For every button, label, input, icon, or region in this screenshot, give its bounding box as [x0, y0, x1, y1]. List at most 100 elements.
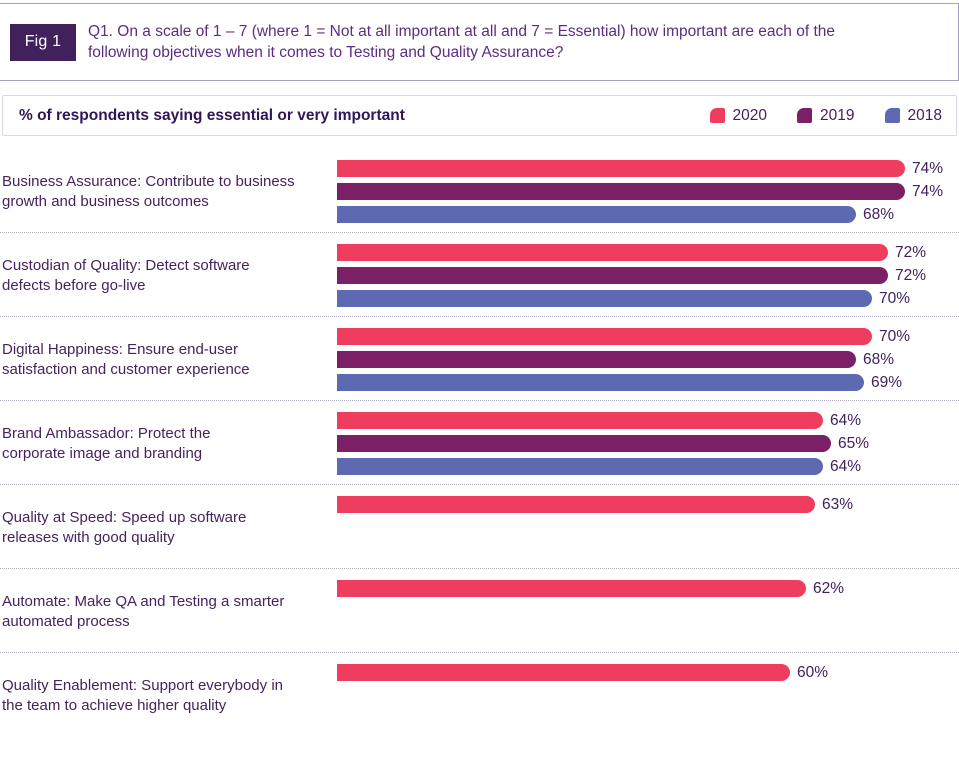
bar-value: 72% — [895, 266, 927, 284]
bar-value: 63% — [822, 495, 854, 513]
bar-2019 — [337, 435, 831, 452]
group-label-line: automated process — [2, 613, 130, 630]
bar-2020 — [337, 160, 905, 177]
group-label: Custodian of Quality: Detect software def… — [0, 233, 337, 316]
bar-row-2018: 64% — [337, 458, 869, 475]
group-label-line: Business Assurance: Contribute to busine… — [2, 173, 295, 190]
legend-item-2020: 2020 — [709, 106, 768, 125]
figure-header: Fig 1 Q1. On a scale of 1 – 7 (where 1 =… — [0, 3, 959, 81]
bar-2019 — [337, 267, 888, 284]
group-bars: 63% — [337, 485, 853, 568]
bar-2020 — [337, 496, 815, 513]
bar-value: 64% — [830, 457, 862, 475]
group-label-line: satisfaction and customer experience — [2, 361, 250, 378]
bar-row-2020: 64% — [337, 412, 869, 429]
group-bars: 70% 68% 69% — [337, 317, 910, 400]
bar-row-2020: 63% — [337, 496, 853, 513]
bar-value: 64% — [830, 411, 862, 429]
bar-2020 — [337, 580, 806, 597]
group-bars: 62% — [337, 569, 844, 652]
question-text: Q1. On a scale of 1 – 7 (where 1 = Not a… — [88, 21, 835, 63]
bar-row-2018: 69% — [337, 374, 910, 391]
bar-row-2020: 60% — [337, 664, 828, 681]
bar-2020 — [337, 664, 790, 681]
bar-value: 69% — [871, 373, 903, 391]
bar-row-2020: 62% — [337, 580, 844, 597]
bar-2020 — [337, 412, 823, 429]
group-label-line: corporate image and branding — [2, 445, 203, 462]
group-label-line: Quality Enablement: Support everybody in — [2, 677, 283, 694]
group-label-line: defects before go-live — [2, 277, 146, 294]
bar-row-2018: 70% — [337, 290, 926, 307]
question-line-2: following objectives when it comes to Te… — [88, 44, 564, 61]
group-label: Digital Happiness: Ensure end-user satisf… — [0, 317, 337, 400]
bar-row-2020: 70% — [337, 328, 910, 345]
group-bars: 72% 72% 70% — [337, 233, 926, 316]
group-label: Business Assurance: Contribute to busine… — [0, 149, 337, 232]
group-label: Quality at Speed: Speed up software relea… — [0, 485, 337, 568]
group-label-line: Digital Happiness: Ensure end-user — [2, 341, 238, 358]
bar-value: 74% — [912, 159, 944, 177]
bar-value: 74% — [912, 182, 944, 200]
bar-row-2020: 74% — [337, 160, 943, 177]
group-label-line: Quality at Speed: Speed up software — [2, 509, 247, 526]
bar-value: 65% — [838, 434, 870, 452]
bar-value: 70% — [879, 327, 911, 345]
bar-value: 68% — [863, 205, 895, 223]
bar-2018 — [337, 374, 864, 391]
group-label-line: releases with good quality — [2, 529, 175, 546]
bar-row-2019: 65% — [337, 435, 869, 452]
legend-items: 2020 2019 2018 — [709, 106, 942, 125]
group-label-line: growth and business outcomes — [2, 193, 209, 210]
bar-group: Brand Ambassador: Protect the corporate i… — [0, 401, 959, 485]
figure-page: Fig 1 Q1. On a scale of 1 – 7 (where 1 =… — [0, 3, 959, 767]
group-label-line: Brand Ambassador: Protect the — [2, 425, 211, 442]
chart: Business Assurance: Contribute to busine… — [0, 149, 959, 737]
bar-group: Business Assurance: Contribute to busine… — [0, 149, 959, 233]
figure-tag-label: Fig 1 — [24, 33, 62, 50]
bar-2018 — [337, 290, 872, 307]
bar-2019 — [337, 183, 905, 200]
legend-title: % of respondents saying essential or ver… — [19, 106, 405, 124]
group-label: Quality Enablement: Support everybody in… — [0, 653, 337, 737]
group-bars: 60% — [337, 653, 828, 737]
bar-group: Quality Enablement: Support everybody in… — [0, 653, 959, 737]
group-label-line: Automate: Make QA and Testing a smarter — [2, 593, 285, 610]
bar-row-2019: 74% — [337, 183, 943, 200]
legend-label-2020: 2020 — [732, 106, 768, 124]
legend-swatch-2020-icon — [709, 108, 725, 123]
bar-group: Digital Happiness: Ensure end-user satisf… — [0, 317, 959, 401]
bar-row-2019: 68% — [337, 351, 910, 368]
bar-row-2020: 72% — [337, 244, 926, 261]
legend-label-2019: 2019 — [820, 106, 855, 124]
group-label-line: the team to achieve higher quality — [2, 697, 227, 714]
bar-value: 62% — [813, 579, 845, 597]
figure-tag-badge: Fig 1 — [10, 23, 76, 61]
bar-group: Quality at Speed: Speed up software relea… — [0, 485, 959, 569]
bar-value: 68% — [863, 350, 895, 368]
bar-value: 72% — [895, 243, 927, 261]
group-label: Automate: Make QA and Testing a smarter a… — [0, 569, 337, 652]
bar-row-2018: 68% — [337, 206, 943, 223]
legend-item-2019: 2019 — [797, 106, 855, 125]
group-bars: 64% 65% 64% — [337, 401, 869, 484]
bar-2019 — [337, 351, 856, 368]
bar-row-2019: 72% — [337, 267, 926, 284]
bar-group: Automate: Make QA and Testing a smarter a… — [0, 569, 959, 653]
legend-bar: % of respondents saying essential or ver… — [2, 95, 957, 136]
group-label: Brand Ambassador: Protect the corporate i… — [0, 401, 337, 484]
group-bars: 74% 74% 68% — [337, 149, 943, 232]
bar-2020 — [337, 244, 888, 261]
question-line-1: Q1. On a scale of 1 – 7 (where 1 = Not a… — [88, 23, 835, 40]
bar-group: Custodian of Quality: Detect software def… — [0, 233, 959, 317]
legend-swatch-2018-icon — [884, 108, 900, 123]
bar-value: 70% — [879, 289, 911, 307]
group-label-line: Custodian of Quality: Detect software — [2, 257, 250, 274]
legend-item-2018: 2018 — [884, 106, 942, 125]
bar-2020 — [337, 328, 872, 345]
bar-2018 — [337, 458, 823, 475]
legend-swatch-2019-icon — [797, 108, 813, 123]
bar-value: 60% — [797, 663, 829, 681]
bar-2018 — [337, 206, 856, 223]
legend-label-2018: 2018 — [907, 106, 942, 124]
